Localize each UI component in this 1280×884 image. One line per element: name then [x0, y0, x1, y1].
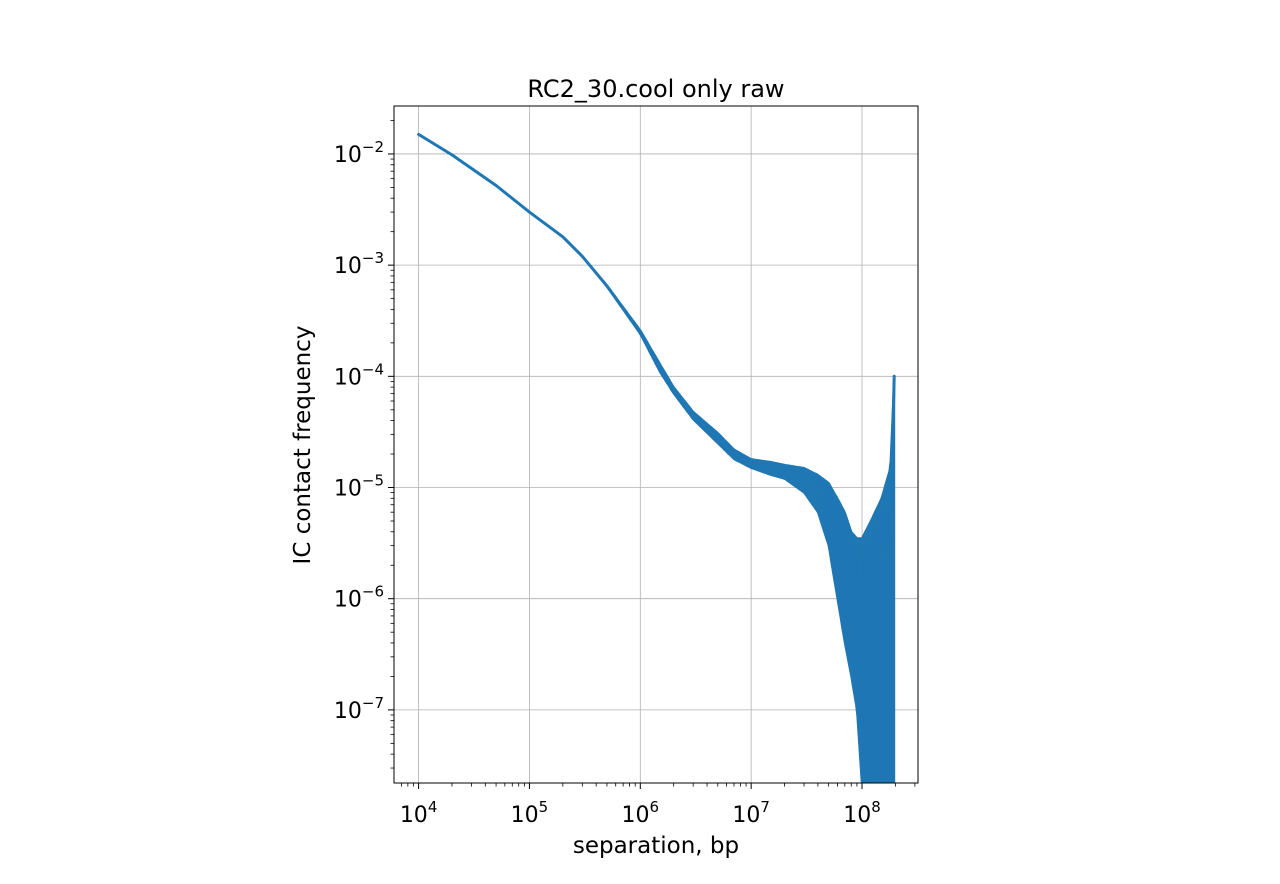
x-tick-label: 106: [622, 798, 660, 828]
x-tick-label: 104: [400, 798, 438, 828]
series-line: [417, 132, 896, 563]
y-tick-label: 10−5: [334, 472, 384, 502]
plot-area-frame: [393, 105, 919, 784]
axis-ticks: 104 105 106 107 108 10−7 10−6 10−5 10−4 10−3 10−2: [334, 120, 916, 828]
y-tick-label: 10−4: [334, 360, 384, 390]
x-tick-label: 107: [732, 798, 770, 828]
grid-lines: [394, 106, 918, 783]
x-tick-label: 108: [843, 798, 881, 828]
series-noise-band: [417, 133, 896, 783]
y-tick-label: 10−6: [334, 583, 384, 613]
x-tick-label: 105: [511, 798, 549, 828]
y-tick-label: 10−3: [334, 249, 384, 279]
chart-title: RC2_30.cool only raw: [527, 75, 784, 103]
x-axis-label: separation, bp: [573, 833, 739, 859]
y-tick-label: 10−2: [334, 138, 384, 168]
series-layer: [417, 132, 896, 783]
y-tick-label: 10−7: [334, 694, 384, 724]
y-axis-label: IC contact frequency: [290, 326, 316, 565]
